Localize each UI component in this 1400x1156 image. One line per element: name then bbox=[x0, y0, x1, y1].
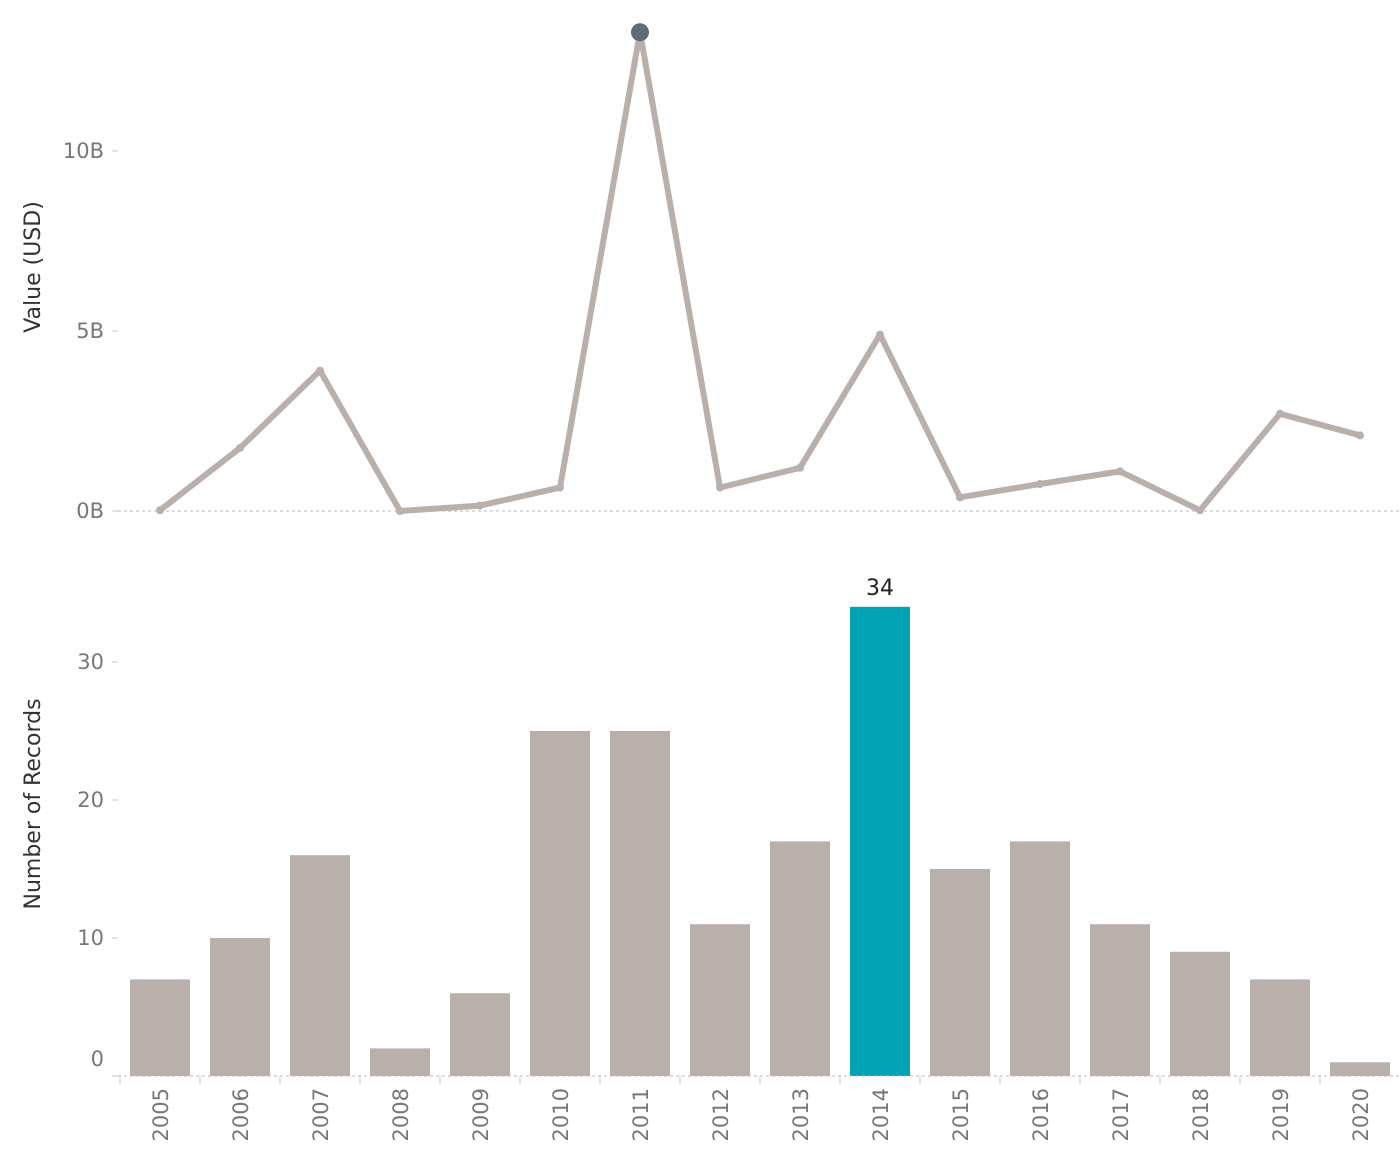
bar bbox=[370, 1048, 430, 1076]
value-point bbox=[156, 506, 164, 515]
value-point bbox=[1196, 506, 1204, 515]
bar bbox=[130, 979, 190, 1076]
value-point bbox=[236, 444, 244, 452]
value-series-points bbox=[156, 23, 1364, 515]
x-tick-label: 2009 bbox=[469, 1088, 493, 1141]
value-point bbox=[876, 330, 884, 339]
value-point bbox=[1276, 409, 1284, 418]
bar-y-tick-label: 20 bbox=[77, 788, 104, 812]
x-tick-label: 2010 bbox=[549, 1088, 573, 1141]
x-tick-label: 2012 bbox=[709, 1088, 733, 1141]
value-point bbox=[716, 483, 724, 492]
line-y-axis: 0B 5B 10B bbox=[63, 139, 118, 523]
value-point bbox=[1116, 467, 1124, 476]
x-tick-label: 2005 bbox=[149, 1088, 173, 1141]
bar bbox=[610, 731, 670, 1076]
bar bbox=[530, 731, 590, 1076]
bar bbox=[690, 924, 750, 1076]
value-point bbox=[556, 483, 564, 492]
bar bbox=[210, 938, 270, 1076]
value-point bbox=[316, 366, 324, 375]
x-tick-label: 2014 bbox=[869, 1088, 893, 1141]
bar-y-axis-title: Number of Records bbox=[21, 698, 46, 909]
bar-y-tick-label: 0 bbox=[91, 1047, 104, 1071]
x-tick-label: 2019 bbox=[1269, 1088, 1293, 1141]
value-point bbox=[476, 501, 484, 510]
bar-y-axis: 0 10 20 30 bbox=[77, 650, 118, 1077]
x-tick-label: 2011 bbox=[629, 1088, 653, 1141]
bar bbox=[1330, 1062, 1390, 1076]
x-tick-label: 2013 bbox=[789, 1088, 813, 1141]
x-tick-label: 2008 bbox=[389, 1088, 413, 1141]
value-line-chart: Value (USD) 0B 5B 10B bbox=[21, 23, 1400, 523]
line-y-tick-label: 10B bbox=[63, 139, 104, 163]
bar bbox=[1010, 841, 1070, 1076]
bar bbox=[450, 993, 510, 1076]
bar bbox=[770, 841, 830, 1076]
line-y-axis-title: Value (USD) bbox=[21, 201, 46, 333]
value-point bbox=[396, 507, 404, 515]
x-tick-label: 2017 bbox=[1109, 1088, 1133, 1141]
x-tick-label: 2016 bbox=[1029, 1088, 1053, 1141]
line-y-tick-label: 0B bbox=[76, 499, 104, 523]
bar-highlighted bbox=[850, 606, 910, 1076]
bar bbox=[1090, 924, 1150, 1076]
value-point bbox=[956, 493, 964, 502]
records-bars: 34 bbox=[130, 576, 1390, 1076]
year-x-axis: 2005 2006 2007 2008 2009 2010 2011 2012 2013 2014… bbox=[119, 1076, 1373, 1141]
bar-data-label: 34 bbox=[866, 576, 894, 601]
value-series-line bbox=[157, 29, 1363, 514]
bar-y-tick-label: 30 bbox=[77, 650, 104, 674]
value-point bbox=[796, 463, 804, 472]
x-tick-label: 2006 bbox=[229, 1088, 253, 1141]
line-y-tick-label: 5B bbox=[76, 319, 104, 343]
bar bbox=[1170, 951, 1230, 1076]
x-tick-label: 2007 bbox=[309, 1088, 333, 1141]
bar bbox=[290, 855, 350, 1076]
bar bbox=[1250, 979, 1310, 1076]
x-tick-label: 2015 bbox=[949, 1088, 973, 1141]
bar bbox=[930, 869, 990, 1076]
x-tick-label: 2020 bbox=[1349, 1088, 1373, 1141]
value-point bbox=[1356, 431, 1364, 440]
bar-y-tick-label: 10 bbox=[77, 926, 104, 950]
x-tick-label: 2018 bbox=[1189, 1088, 1213, 1141]
value-point bbox=[1036, 480, 1044, 488]
value-point-highlighted bbox=[631, 23, 649, 42]
